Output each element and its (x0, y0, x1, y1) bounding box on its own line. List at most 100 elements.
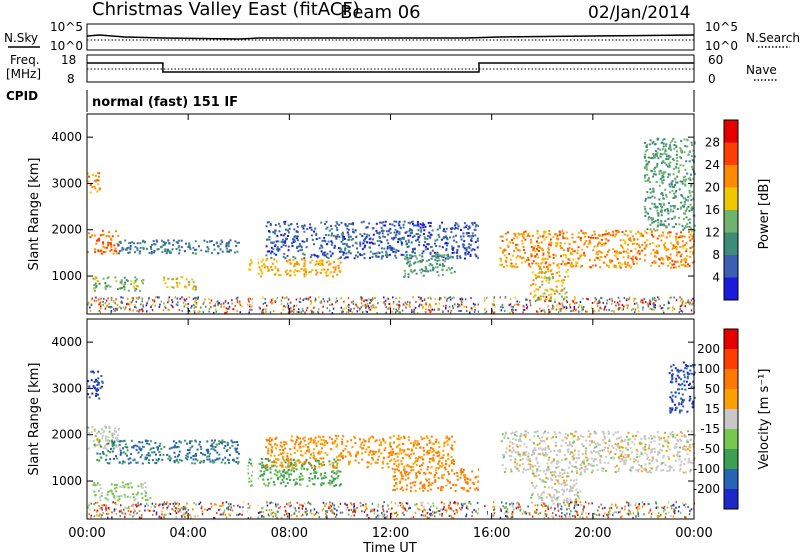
echo-cell (668, 202, 671, 205)
echo-cell (268, 238, 271, 241)
clutter-cell (637, 303, 639, 306)
echo-cell (551, 436, 554, 439)
echo-cell (188, 281, 191, 283)
echo-cell (136, 445, 139, 448)
echo-cell (516, 243, 519, 246)
clutter-cell (493, 311, 495, 314)
echo-cell (336, 477, 339, 480)
echo-cell (533, 447, 536, 450)
echo-cell (436, 251, 439, 254)
echo-cell (372, 436, 375, 439)
echo-cell (95, 378, 97, 381)
echo-cell (262, 464, 265, 467)
echo-cell (403, 220, 406, 223)
clutter-cell (214, 304, 216, 307)
echo-cell (419, 234, 422, 237)
echo-cell (263, 264, 266, 267)
echo-cell (502, 265, 505, 268)
clutter-cell (608, 298, 611, 301)
echo-cell (671, 225, 674, 228)
echo-cell (409, 232, 412, 234)
echo-cell (548, 278, 551, 281)
clutter-cell (642, 308, 644, 311)
clutter-cell (552, 305, 554, 308)
echo-cell (385, 256, 388, 259)
clutter-cell (558, 311, 560, 313)
echo-cell (298, 446, 301, 449)
echo-cell (231, 444, 234, 447)
echo-cell (398, 463, 401, 466)
echo-cell (425, 269, 428, 272)
echo-cell (280, 441, 283, 444)
echo-cell (679, 147, 682, 150)
clutter-cell (554, 298, 556, 301)
echo-cell (661, 174, 664, 177)
echo-cell (328, 229, 331, 232)
echo-cell (328, 479, 331, 482)
echo-cell (688, 209, 691, 212)
clutter-cell (189, 310, 191, 313)
clutter-cell (368, 308, 370, 311)
echo-cell (101, 229, 104, 232)
echo-cell (529, 463, 532, 466)
noise-tick-bottom-left: 10^0 (50, 39, 83, 53)
echo-cell (282, 476, 285, 479)
echo-cell (321, 259, 324, 262)
echo-cell (499, 263, 502, 266)
echo-cell (533, 296, 536, 298)
echo-cell (152, 447, 155, 450)
echo-cell (389, 452, 391, 455)
echo-cell (619, 450, 622, 452)
echo-cell (532, 451, 534, 454)
echo-cell (639, 250, 642, 253)
echo-cell (308, 477, 311, 479)
echo-cell (471, 232, 474, 235)
echo-cell (591, 264, 594, 267)
echo-cell (162, 244, 165, 247)
echo-cell (665, 153, 668, 156)
echo-cell (133, 287, 136, 290)
echo-cell (355, 254, 357, 257)
echo-cell (469, 487, 472, 490)
echo-cell (328, 436, 331, 439)
echo-cell (604, 255, 607, 258)
echo-cell (163, 241, 166, 244)
echo-cell (300, 472, 302, 475)
echo-cell (106, 285, 108, 288)
echo-cell (447, 458, 450, 460)
echo-cell (294, 483, 297, 486)
echo-cell (175, 248, 178, 250)
echo-cell (613, 250, 616, 253)
echo-cell (559, 450, 562, 453)
echo-cell (513, 249, 516, 252)
echo-cell (572, 240, 575, 243)
clutter-cell (147, 300, 149, 303)
echo-cell (216, 451, 219, 454)
clutter-cell (563, 306, 565, 309)
echo-cell (307, 442, 310, 445)
clutter-cell (346, 311, 348, 314)
echo-cell (321, 246, 324, 249)
echo-cell (123, 486, 126, 489)
echo-cell (654, 251, 656, 254)
clutter-cell (556, 304, 558, 307)
echo-cell (194, 252, 197, 255)
clutter-cell (642, 301, 644, 304)
echo-cell (138, 446, 141, 449)
echo-cell (575, 261, 578, 264)
echo-cell (332, 470, 335, 473)
echo-cell (518, 233, 521, 236)
echo-cell (503, 254, 506, 257)
echo-cell (115, 250, 117, 253)
echo-cell (319, 457, 322, 460)
echo-cell (414, 261, 416, 264)
echo-cell (406, 453, 409, 456)
echo-cell (575, 265, 578, 268)
echo-cell (444, 242, 447, 245)
echo-cell (92, 173, 94, 176)
echo-cell (288, 461, 290, 464)
echo-cell (687, 430, 690, 433)
echo-cell (421, 255, 424, 258)
echo-cell (468, 247, 471, 249)
echo-cell (522, 256, 525, 259)
